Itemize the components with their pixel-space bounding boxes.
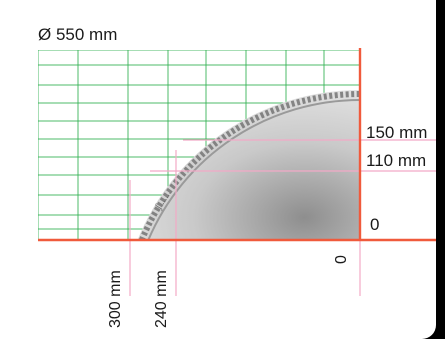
depth-label-110mm: 110 mm <box>366 151 427 170</box>
axes <box>38 48 436 242</box>
blade-diameter-title: Ø 550 mm <box>38 25 118 44</box>
saw-blade-icon: ʃ ...... <box>137 89 361 242</box>
length-label-300mm: 300 mm <box>107 270 124 328</box>
length-label-zero: 0 <box>333 255 350 264</box>
length-label-240mm: 240 mm <box>153 270 170 328</box>
depth-label-zero: 0 <box>370 215 380 234</box>
figure-panel: ʃ ...... Ø 550 mm 150 mm 110 mm 0 300 mm… <box>0 0 436 339</box>
cutting-depth-diagram: ʃ ...... <box>38 48 436 296</box>
depth-label-150mm: 150 mm <box>366 123 428 142</box>
